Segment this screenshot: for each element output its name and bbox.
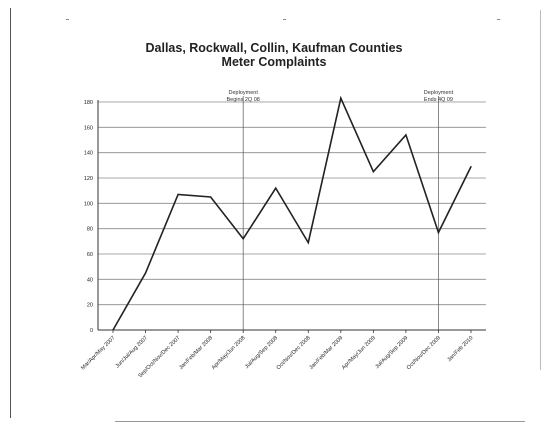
- scan-mark: [66, 19, 69, 20]
- y-tick-label: 60: [87, 252, 93, 258]
- x-tick-label: Jun/Jul/Aug 2007: [115, 335, 149, 369]
- scan-mark: [283, 19, 286, 20]
- deployment-annotation: Ends 4Q 09: [424, 97, 453, 103]
- data-point: [405, 134, 407, 136]
- y-tick-label: 120: [84, 176, 93, 182]
- y-tick-label: 140: [84, 151, 93, 157]
- data-point: [144, 272, 147, 274]
- y-tick-labels: 0 20 40 60 80 100 120 140 160 180: [84, 100, 93, 334]
- x-tick-label: Mar/Apr/May 2007: [80, 335, 116, 371]
- page-edge-left: [10, 8, 11, 418]
- y-tick-label: 80: [87, 227, 93, 233]
- deployment-annotation: Deployment: [424, 90, 454, 96]
- chart-title: Dallas, Rockwall, Collin, Kaufman Counti…: [145, 41, 403, 55]
- x-tick-label: Oct/Nov/Dec 2009: [406, 335, 442, 371]
- x-tick-label: Apr/May/Jun 2008: [211, 335, 247, 371]
- data-point: [372, 171, 374, 173]
- x-tick-label: Jan/Feb/Mar 2008: [178, 335, 214, 371]
- data-point: [242, 238, 244, 240]
- x-tick-label: Apr/May/Jun 2009: [341, 335, 377, 371]
- data-point: [470, 166, 472, 168]
- gridlines: [98, 101, 486, 306]
- y-tick-label: 0: [90, 328, 93, 334]
- x-tick-label: Jan/Feb/Mar 2009: [308, 335, 344, 371]
- chart-title-block: Dallas, Rockwall, Collin, Kaufman Counti…: [0, 41, 548, 69]
- deployment-annotation: Deployment: [229, 90, 259, 96]
- y-tick-label: 160: [84, 125, 93, 131]
- series: [112, 95, 472, 331]
- data-point: [307, 242, 309, 244]
- x-tick-label: Oct/Nov/Dec 2008: [276, 335, 312, 371]
- data-point: [210, 196, 212, 198]
- series-line: [112, 95, 472, 331]
- y-tick-label: 20: [87, 303, 93, 309]
- y-tick-label: 180: [84, 100, 93, 106]
- x-tick-label: Jul/Aug/Sep 2009: [374, 335, 409, 370]
- data-point: [437, 231, 440, 234]
- data-point: [275, 187, 277, 189]
- data-point: [112, 329, 114, 331]
- y-tick-label: 40: [87, 277, 93, 283]
- page-edge-bottom: [115, 421, 525, 422]
- x-tick-label: Jul/Aug/Sep 2008: [244, 335, 279, 370]
- data-point: [177, 193, 179, 196]
- y-tick-label: 100: [84, 201, 93, 207]
- scan-mark: [497, 19, 500, 20]
- page-edge-right: [540, 10, 541, 370]
- deployment-annotation: Begins 2Q 08: [227, 97, 260, 103]
- data-point: [340, 97, 342, 99]
- x-tick-label: Jan/Feb 2010: [446, 335, 474, 363]
- axes: [97, 100, 486, 333]
- chart-subtitle: Meter Complaints: [221, 55, 327, 69]
